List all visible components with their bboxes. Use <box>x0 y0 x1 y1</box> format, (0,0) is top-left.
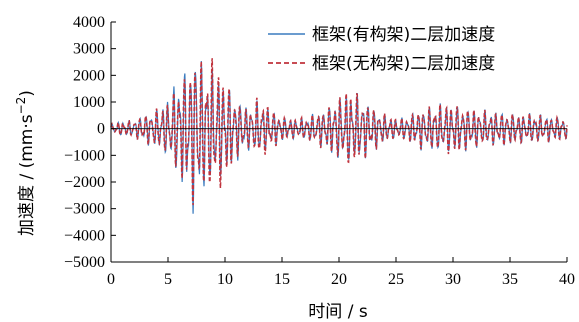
x-axis-title: 时间 / s <box>308 302 368 322</box>
y-tick-label: 2000 <box>73 67 105 84</box>
x-tick-label: 0 <box>107 271 115 288</box>
legend-label-with-frame: 框架(有构架)二层加速度 <box>312 25 495 45</box>
y-tick-label: −1000 <box>64 147 105 164</box>
x-tick-label: 15 <box>274 271 290 288</box>
legend-label-without-frame: 框架(无构架)二层加速度 <box>312 54 495 74</box>
y-tick-label: 1000 <box>73 94 105 111</box>
plot-series-group <box>110 58 568 214</box>
y-axis-title-superscript: −2 <box>14 97 28 115</box>
y-tick-label: 0 <box>97 121 105 138</box>
series-line-without-frame <box>110 58 568 206</box>
legend: 框架(有构架)二层加速度 框架(无构架)二层加速度 <box>268 25 495 74</box>
x-tick-label: 10 <box>217 271 233 288</box>
x-tick-label: 35 <box>502 271 518 288</box>
y-axis-title: 加速度 / (mm·s−2) <box>14 90 37 236</box>
x-tick-label: 5 <box>164 271 172 288</box>
y-tick-label: −3000 <box>64 201 105 218</box>
y-tick-label: −5000 <box>64 254 105 271</box>
y-tick-label: −2000 <box>64 174 105 191</box>
x-tick-label: 20 <box>331 271 347 288</box>
y-tick-label: 3000 <box>73 41 105 58</box>
x-tick-label: 40 <box>559 271 575 288</box>
x-tick-label: 25 <box>388 271 404 288</box>
y-tick-label: −4000 <box>64 227 105 244</box>
ticks-group: 4000 3000 2000 1000 0 −1000 −2000 −3000 −4000 −50… <box>64 14 575 288</box>
y-axis-title-main: 加速度 / (mm·s <box>17 114 37 236</box>
x-tick-label: 30 <box>445 271 461 288</box>
y-tick-label: 4000 <box>73 14 105 31</box>
y-axis-title-close: ) <box>17 90 37 97</box>
